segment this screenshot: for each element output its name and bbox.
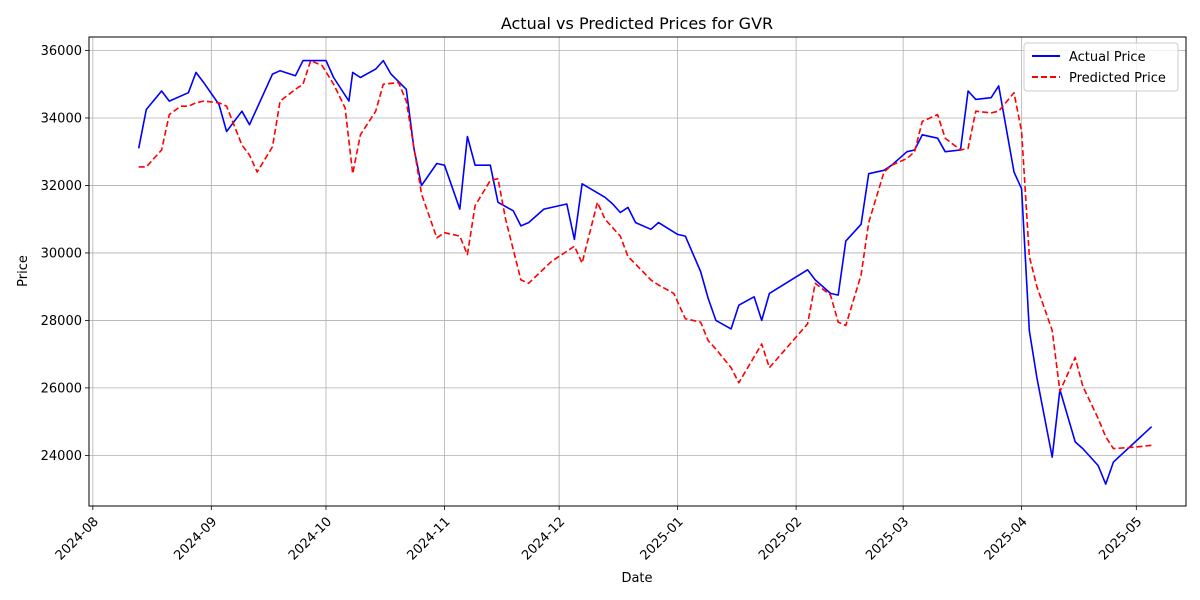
legend-box [1023,42,1179,92]
y-tick-label: 36000 [41,44,82,59]
x-axis-label: Date [621,571,652,586]
y-axis: 24000 26000 28000 30000 32000 34000 36000 [41,44,89,464]
chart-title: Actual vs Predicted Prices for GVR [501,14,773,33]
series-line-actual [137,59,1153,485]
series-lines [137,59,1153,485]
y-axis-label: Price [16,255,31,287]
y-tick-label: 32000 [41,179,82,194]
legend-label-actual: Actual Price [1069,50,1146,65]
plot-frame [88,36,1187,507]
y-tick-label: 28000 [41,314,82,329]
legend-label-predicted: Predicted Price [1069,71,1166,86]
legend: Actual Price Predicted Price [1023,42,1179,92]
series-line-predicted [138,59,1152,450]
y-tick-label: 34000 [41,111,82,126]
y-tick-label: 24000 [41,449,82,464]
grid [89,37,1186,506]
y-tick-label: 26000 [41,381,82,396]
y-tick-label: 30000 [41,246,82,261]
